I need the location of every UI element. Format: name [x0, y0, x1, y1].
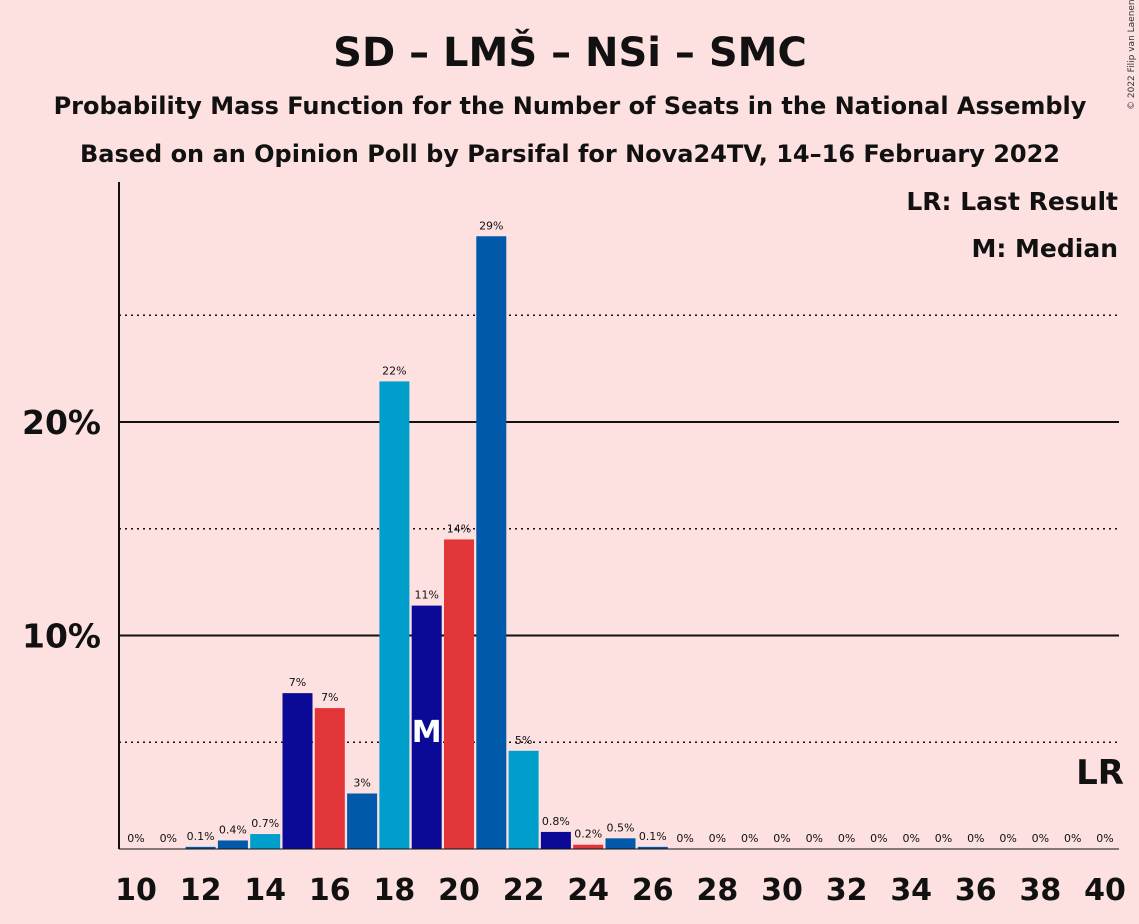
- copyright-note: © 2022 Filip van Laenen: [1127, 0, 1137, 110]
- x-tick-label-36: 36: [955, 873, 997, 908]
- bar-seat-23: [540, 831, 571, 849]
- chart-subtitle-2: Based on an Opinion Poll by Parsifal for…: [80, 140, 1060, 168]
- data-label-seat-13: 0.4%: [219, 823, 247, 836]
- data-label-seat-21: 29%: [479, 219, 503, 232]
- data-label-seat-18: 22%: [382, 364, 406, 377]
- x-axis-ticks: 10 12 14 16 18 20 22 24 26 28 30 32 34 36 38 40: [115, 873, 1126, 908]
- x-tick-label-26: 26: [632, 873, 674, 908]
- y-tick-label-1: 20%: [22, 403, 101, 442]
- chart-title: SD – LMŠ – NSi – SMC: [333, 28, 807, 76]
- data-label-seat-35: 0%: [935, 832, 952, 845]
- x-tick-label-22: 22: [503, 873, 545, 908]
- y-axis-ticks: 10% 20%: [22, 403, 101, 656]
- x-tick-label-30: 30: [761, 873, 803, 908]
- x-tick-label-28: 28: [697, 873, 739, 908]
- data-label-seat-30: 0%: [773, 832, 790, 845]
- data-label-seat-28: 0%: [709, 832, 726, 845]
- data-label-seat-37: 0%: [999, 832, 1016, 845]
- x-tick-label-34: 34: [890, 873, 932, 908]
- x-tick-label-18: 18: [374, 873, 416, 908]
- data-label-seat-11: 0%: [160, 832, 177, 845]
- data-label-seat-23: 0.8%: [542, 815, 570, 828]
- chart-subtitle-1: Probability Mass Function for the Number…: [54, 92, 1087, 120]
- data-label-seat-10: 0%: [127, 832, 144, 845]
- data-label-seat-15: 7%: [289, 676, 306, 689]
- bar-seat-15: [282, 693, 313, 849]
- legend-median: M: Median: [971, 234, 1118, 263]
- bar-seat-13: [217, 840, 248, 849]
- data-label-seat-40: 0%: [1096, 832, 1113, 845]
- y-tick-label-0: 10%: [22, 617, 101, 656]
- x-tick-label-12: 12: [180, 873, 222, 908]
- data-label-seat-19: 11%: [414, 589, 438, 602]
- bar-seat-14: [250, 834, 281, 849]
- data-label-seat-36: 0%: [967, 832, 984, 845]
- bar-seat-18: [379, 381, 410, 849]
- bar-seat-24: [573, 844, 604, 849]
- bar-seat-26: [637, 846, 668, 849]
- bar-seat-16: [314, 708, 345, 849]
- data-labels-group: 0% 0% 0.1% 0.4% 0.7% 7% 7% 3% 22% 11% 14% 29% 5% 0.8%…: [127, 219, 1124, 845]
- data-label-seat-26: 0.1%: [639, 830, 667, 843]
- data-label-seat-32: 0%: [838, 832, 855, 845]
- x-tick-label-14: 14: [244, 873, 286, 908]
- data-label-seat-25: 0.5%: [607, 821, 635, 834]
- x-tick-label-38: 38: [1020, 873, 1062, 908]
- x-tick-label-10: 10: [115, 873, 157, 908]
- data-label-seat-39: 0%: [1064, 832, 1081, 845]
- data-label-seat-33: 0%: [870, 832, 887, 845]
- data-label-seat-29: 0%: [741, 832, 758, 845]
- bar-seat-12: [185, 846, 216, 849]
- bar-seat-21: [476, 236, 507, 849]
- legend-last-result: LR: Last Result: [906, 187, 1118, 216]
- data-label-seat-12: 0.1%: [187, 830, 215, 843]
- x-tick-label-40: 40: [1084, 873, 1126, 908]
- data-label-seat-31: 0%: [806, 832, 823, 845]
- data-label-seat-20: 14%: [447, 522, 471, 535]
- data-label-seat-34: 0%: [902, 832, 919, 845]
- median-marker: M: [412, 715, 442, 750]
- last-result-marker: LR: [1076, 753, 1124, 793]
- bar-seat-19: [411, 605, 442, 849]
- bars-group: [185, 236, 668, 849]
- data-label-seat-24: 0.2%: [574, 828, 602, 841]
- data-label-seat-14: 0.7%: [251, 817, 279, 830]
- data-label-seat-22: 5%: [515, 734, 532, 747]
- data-label-seat-38: 0%: [1032, 832, 1049, 845]
- x-tick-label-24: 24: [567, 873, 609, 908]
- x-tick-label-20: 20: [438, 873, 480, 908]
- x-tick-label-16: 16: [309, 873, 351, 908]
- bar-seat-22: [508, 750, 539, 849]
- bar-seat-17: [347, 793, 378, 849]
- data-label-seat-17: 3%: [353, 776, 370, 789]
- bar-seat-25: [605, 838, 636, 849]
- x-tick-label-32: 32: [826, 873, 868, 908]
- bar-seat-20: [444, 539, 474, 849]
- grid-lines: [119, 314, 1119, 743]
- data-label-seat-27: 0%: [676, 832, 693, 845]
- data-label-seat-16: 7%: [321, 691, 338, 704]
